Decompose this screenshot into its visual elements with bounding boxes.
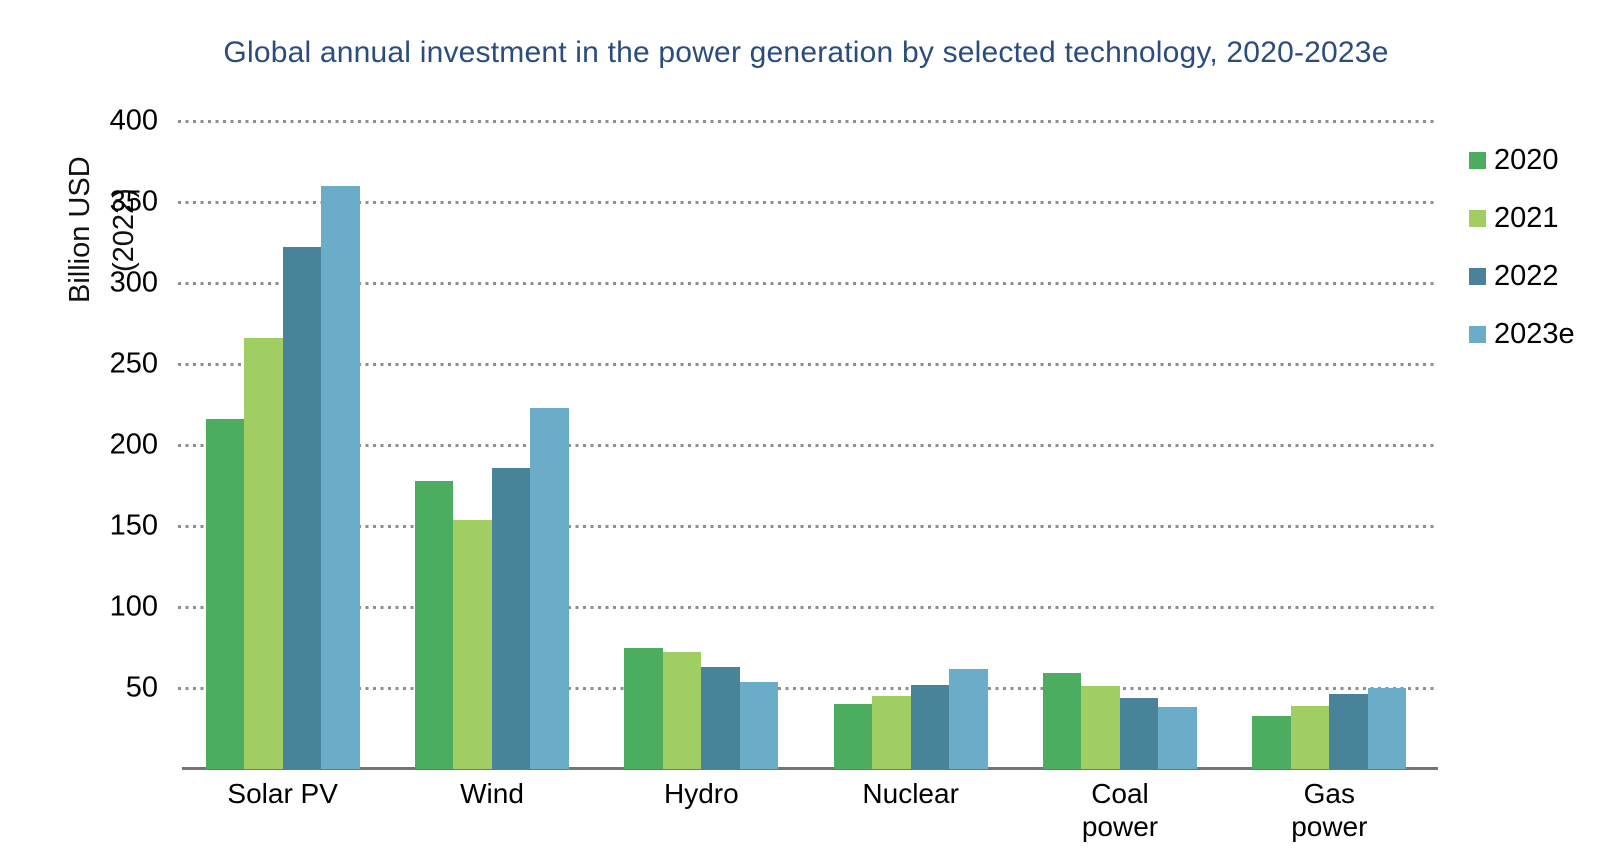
legend-label: 2020 <box>1494 143 1559 176</box>
bar-2020 <box>1252 715 1291 769</box>
bar-2022 <box>491 467 531 769</box>
bar-2022 <box>701 666 740 769</box>
bar-2021 <box>872 696 911 769</box>
bar-2020 <box>414 480 454 769</box>
bar-2020 <box>1042 673 1082 769</box>
y-tick-label: 350 <box>109 185 158 218</box>
y-tick-label: 200 <box>109 428 158 461</box>
bar-2021 <box>453 519 492 769</box>
gridline-400 <box>178 119 1434 123</box>
bar-2021 <box>1290 705 1330 769</box>
bar-2022 <box>1119 697 1159 769</box>
y-tick-label: 400 <box>109 104 158 137</box>
gridline-50 <box>178 686 1434 690</box>
legend: 2020 2021 2022 2023e <box>1469 143 1575 351</box>
legend-swatch-icon <box>1469 151 1486 169</box>
bar-2021 <box>1081 686 1120 769</box>
bar-group <box>1042 673 1197 769</box>
y-tick-label: 150 <box>109 509 158 542</box>
category-slot-4 <box>1015 121 1224 769</box>
legend-item: 2023e <box>1469 317 1575 351</box>
legend-label: 2023e <box>1494 317 1575 350</box>
category-slot-1 <box>387 121 596 769</box>
legend-swatch-icon <box>1469 325 1486 343</box>
plot-area: 50 100 150 200 250 300 350 400 Solar PV Wind Hydro… <box>110 105 1438 842</box>
legend-label: 2022 <box>1494 259 1559 292</box>
bar-group <box>833 668 988 769</box>
x-axis-label: Solar PV <box>227 778 338 809</box>
category-slot-0 <box>178 121 387 769</box>
bar-2021 <box>244 338 283 769</box>
category-slot-3 <box>806 121 1015 769</box>
bar-group <box>1252 688 1407 769</box>
legend-item: 2020 <box>1469 143 1575 177</box>
bar-2023e <box>1367 688 1407 769</box>
bar-group <box>414 407 569 769</box>
y-tick-label: 300 <box>109 266 158 299</box>
bar-2023e <box>530 407 569 769</box>
bar-2023e <box>321 185 360 769</box>
x-axis-line <box>182 767 1438 770</box>
bar-2022 <box>282 247 322 769</box>
gridline-350 <box>178 200 1434 204</box>
x-axis-label: Wind <box>460 778 524 809</box>
bar-2020 <box>205 419 245 769</box>
legend-item: 2022 <box>1469 259 1575 293</box>
bar-2021 <box>662 652 702 769</box>
x-axis-label: Gas power <box>1291 778 1368 842</box>
gridline-150 <box>178 524 1434 528</box>
bar-2023e <box>1158 707 1197 769</box>
y-tick-label: 100 <box>109 590 158 623</box>
gridline-250 <box>178 362 1434 366</box>
bar-2022 <box>910 684 950 769</box>
y-tick-label: 250 <box>109 347 158 380</box>
bar-2020 <box>833 704 873 769</box>
category-slot-5 <box>1225 121 1434 769</box>
bar-2022 <box>1329 694 1368 769</box>
y-tick-label: 50 <box>125 671 158 704</box>
legend-swatch-icon <box>1469 209 1486 227</box>
bar-2023e <box>949 668 988 769</box>
legend-item: 2021 <box>1469 201 1575 235</box>
gridline-300 <box>178 281 1434 285</box>
category-slot-2 <box>597 121 806 769</box>
gridline-100 <box>178 605 1434 609</box>
y-axis-title: Billion USD (2022) <box>64 156 140 304</box>
legend-label: 2021 <box>1494 201 1559 234</box>
x-axis-label: Nuclear <box>862 778 959 809</box>
x-axis-label: Hydro <box>663 778 739 809</box>
chart-title: Global annual investment in the power ge… <box>223 36 1389 69</box>
bar-group <box>624 647 779 769</box>
bar-group <box>205 185 360 769</box>
bar-2023e <box>739 681 779 769</box>
bar-2020 <box>624 647 663 769</box>
gridline-200 <box>178 443 1434 447</box>
legend-swatch-icon <box>1469 267 1486 285</box>
x-axis-label: Coal power <box>1081 778 1159 842</box>
